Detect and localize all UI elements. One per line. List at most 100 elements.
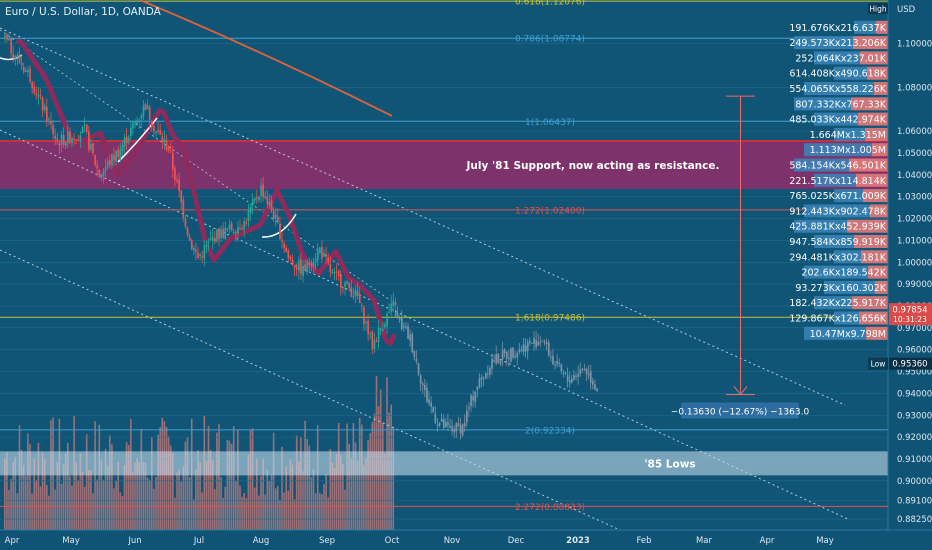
volume-bar	[201, 492, 203, 530]
candle	[214, 238, 216, 242]
volume-bar	[211, 460, 214, 530]
volume-bar	[4, 458, 6, 530]
volume-bar	[134, 462, 136, 530]
candle	[371, 331, 374, 350]
candle	[325, 254, 327, 257]
candle	[375, 340, 378, 343]
long-moving-average	[139, 0, 393, 117]
volume-bar	[249, 429, 252, 530]
volume-bar	[253, 487, 256, 530]
projected-candle	[535, 340, 537, 348]
projected-candle	[533, 338, 535, 344]
countdown: 10:31:23	[893, 315, 927, 324]
time-tick: Apr	[5, 536, 20, 546]
volume-bar	[153, 488, 155, 530]
channel-line	[0, 29, 391, 301]
fib-level-label: 1.618(0.97486)	[515, 314, 585, 324]
volume-bar	[289, 459, 292, 530]
candle	[167, 148, 170, 151]
candle	[159, 129, 162, 135]
volume-bar	[94, 421, 96, 530]
price-axis[interactable]: USD 1.10000 1.08000 1.06000 1.05000 1.04000 1.…	[868, 0, 932, 550]
volume-bar	[176, 472, 178, 530]
price-axis-background	[888, 0, 932, 550]
time-axis[interactable]: Apr May Jun Jul Aug Sep Oct Nov Dec 2023 Feb Mar Apr…	[0, 529, 932, 550]
resistance-zone-label: July '81 Support, now acting as resistan…	[465, 160, 719, 172]
volume-bar	[85, 434, 88, 530]
volume-profile: 191.676Kx216.637K 249.573Kx213.206K 252.06…	[789, 20, 888, 340]
volume-bar	[310, 477, 313, 530]
profile-bar-buy	[804, 326, 866, 340]
candle	[16, 54, 19, 58]
volume-bar	[69, 476, 71, 530]
volume-bar	[113, 488, 115, 530]
axis-tick: 0.99000	[897, 280, 932, 290]
profile-label: 947.584Kx859.919K	[789, 237, 886, 248]
projected-candle	[451, 426, 453, 431]
volume-bar	[228, 440, 231, 530]
volume-bar	[344, 489, 346, 530]
fib-level-label: 0.618(1.12076)	[515, 0, 585, 8]
resistance-zone	[0, 140, 888, 190]
candle	[302, 265, 304, 277]
volume-bar	[207, 425, 210, 530]
candle	[268, 201, 271, 206]
candle	[293, 266, 296, 268]
candle	[12, 53, 15, 58]
candle	[224, 227, 227, 240]
volume-bar	[127, 445, 130, 530]
candle	[298, 260, 300, 271]
time-tick: Aug	[253, 536, 270, 546]
candle	[243, 221, 246, 230]
candle	[329, 264, 332, 272]
volume-bar	[298, 461, 300, 530]
volume-bar	[363, 464, 365, 530]
candle	[222, 228, 225, 238]
axis-tick: 0.92000	[897, 433, 932, 443]
candle	[182, 200, 185, 218]
profile-bar-buy	[834, 250, 861, 264]
projected-candle	[484, 372, 487, 379]
candle	[176, 179, 178, 182]
candle	[100, 174, 103, 179]
candle	[363, 306, 365, 325]
axis-tick: 1.08000	[897, 83, 932, 93]
volume-bar	[10, 479, 12, 530]
candle	[384, 324, 386, 328]
candle	[144, 104, 147, 111]
profile-bar-sell	[865, 127, 888, 141]
projected-candle	[430, 402, 432, 407]
projected-candle	[550, 356, 552, 358]
axis-tick: 0.89100	[897, 496, 932, 506]
projected-candle	[434, 413, 437, 423]
projected-candle	[596, 388, 598, 392]
volume-bar	[64, 453, 67, 530]
volume-bar	[8, 490, 10, 530]
axis-tick: 0.93000	[897, 411, 932, 421]
candle	[289, 257, 292, 260]
projected-candle	[508, 358, 510, 360]
candle	[274, 214, 277, 219]
candle	[209, 238, 212, 241]
volume-bar	[264, 494, 266, 530]
volume-bar	[209, 450, 212, 530]
volume-bar	[188, 477, 191, 530]
projected-candle	[516, 352, 519, 358]
candle	[346, 280, 348, 284]
candle	[29, 68, 31, 82]
candle	[335, 271, 338, 273]
candle	[132, 122, 134, 129]
volume-bar	[20, 449, 23, 530]
low-price: 0.95360	[892, 360, 927, 370]
profile-bar-sell	[853, 36, 888, 50]
projected-candle	[505, 351, 508, 359]
volume-bar	[125, 442, 128, 530]
volume-bar	[100, 459, 103, 530]
measure-tool[interactable]: −0.13630 (−12.67%) −1363.0	[671, 95, 810, 419]
candle	[77, 140, 80, 142]
profile-bar-sell	[867, 66, 888, 80]
candle	[104, 166, 107, 171]
volume-bar	[35, 480, 38, 530]
profile-label: 202.6Kx189.542K	[801, 268, 886, 279]
